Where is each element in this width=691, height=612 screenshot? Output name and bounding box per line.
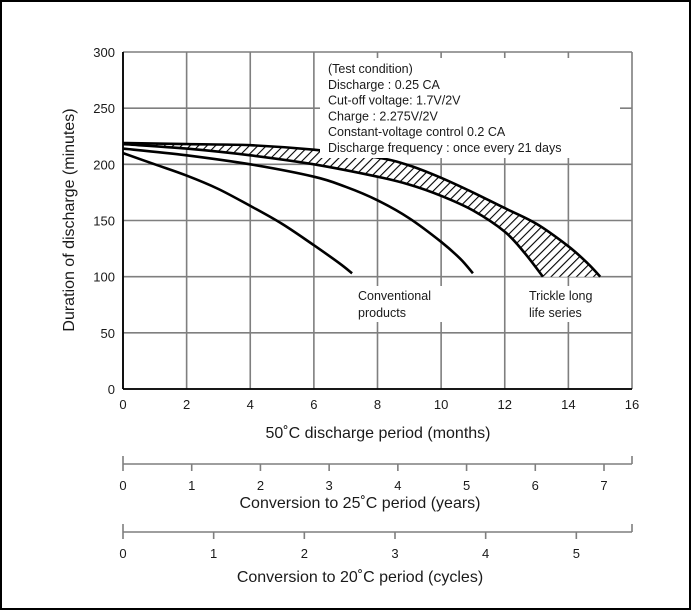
test-condition-line: Cut-off voltage: 1.7V/2V xyxy=(328,94,461,108)
secondary-tick-label: 4 xyxy=(482,546,489,561)
x-tick-label: 6 xyxy=(310,397,317,412)
series-annotations: Conventional products Trickle long life ser… xyxy=(352,286,610,322)
annotation-background xyxy=(352,286,450,322)
test-condition-line: Discharge : 0.25 CA xyxy=(328,78,441,92)
trickle-label: Trickle long xyxy=(529,289,592,303)
secondary-axes: 0 1 2 3 4 5 6 7 Conversion to 25˚C period (years… xyxy=(119,456,633,586)
y-tick-label: 200 xyxy=(93,157,115,172)
y-tick-label: 150 xyxy=(93,214,115,229)
test-condition-line: (Test condition) xyxy=(328,62,413,76)
secondary-tick-label: 2 xyxy=(257,478,264,493)
x-tick-label: 16 xyxy=(625,397,639,412)
x-tick-label: 8 xyxy=(374,397,381,412)
trickle-band-upper-edge xyxy=(122,141,602,278)
x-tick-label: 2 xyxy=(183,397,190,412)
trickle-band-lower-edge xyxy=(122,142,544,278)
test-condition-line: Constant-voltage control 0.2 CA xyxy=(328,125,506,139)
secondary-tick-label: 4 xyxy=(394,478,401,493)
test-condition-line: Discharge frequency : once every 21 days xyxy=(328,141,561,155)
secondary-tick-label: 0 xyxy=(119,478,126,493)
secondary-axis-label: Conversion to 25˚C period (years) xyxy=(240,495,481,512)
y-tick-label: 0 xyxy=(108,382,115,397)
test-condition-line: Charge : 2.275V/2V xyxy=(328,109,438,123)
x-tick-label: 14 xyxy=(561,397,575,412)
trickle-label: life series xyxy=(529,306,582,320)
secondary-axis-label: Conversion to 20˚C period (cycles) xyxy=(237,569,483,586)
secondary-tick-label: 1 xyxy=(210,546,217,561)
secondary-tick-label: 3 xyxy=(391,546,398,561)
x-axis-label: 50˚C discharge period (months) xyxy=(266,425,491,442)
secondary-tick-label: 5 xyxy=(463,478,470,493)
secondary-tick-label: 1 xyxy=(188,478,195,493)
test-condition-note: (Test condition) Discharge : 0.25 CA Cut-o… xyxy=(320,58,620,158)
x-tick-label: 12 xyxy=(498,397,512,412)
trickle-band-fill xyxy=(123,143,601,277)
secondary-tick-label: 5 xyxy=(573,546,580,561)
conventional-curve xyxy=(122,147,474,275)
hatched-band-layer xyxy=(123,143,601,277)
x-tick-label: 4 xyxy=(247,397,254,412)
axis-layer: 0 2 4 6 8 10 12 14 16 0 50 100 150 200 250 300 xyxy=(93,45,639,412)
y-tick-label: 250 xyxy=(93,101,115,116)
conventional-curve xyxy=(122,151,353,275)
x-tick-label: 0 xyxy=(119,397,126,412)
conventional-label: Conventional xyxy=(358,289,431,303)
annotation-background xyxy=(524,286,610,322)
secondary-tick-label: 6 xyxy=(532,478,539,493)
y-tick-label: 300 xyxy=(93,45,115,60)
secondary-tick-label: 3 xyxy=(326,478,333,493)
secondary-tick-label: 0 xyxy=(119,546,126,561)
curve-layer xyxy=(122,141,602,278)
y-axis-label: Duration of discharge (minutes) xyxy=(61,108,78,331)
x-tick-label: 10 xyxy=(434,397,448,412)
y-tick-label: 50 xyxy=(101,326,115,341)
secondary-tick-label: 2 xyxy=(301,546,308,561)
y-tick-label: 100 xyxy=(93,270,115,285)
conventional-label: products xyxy=(358,306,406,320)
secondary-tick-label: 7 xyxy=(600,478,607,493)
note-background xyxy=(320,58,620,158)
